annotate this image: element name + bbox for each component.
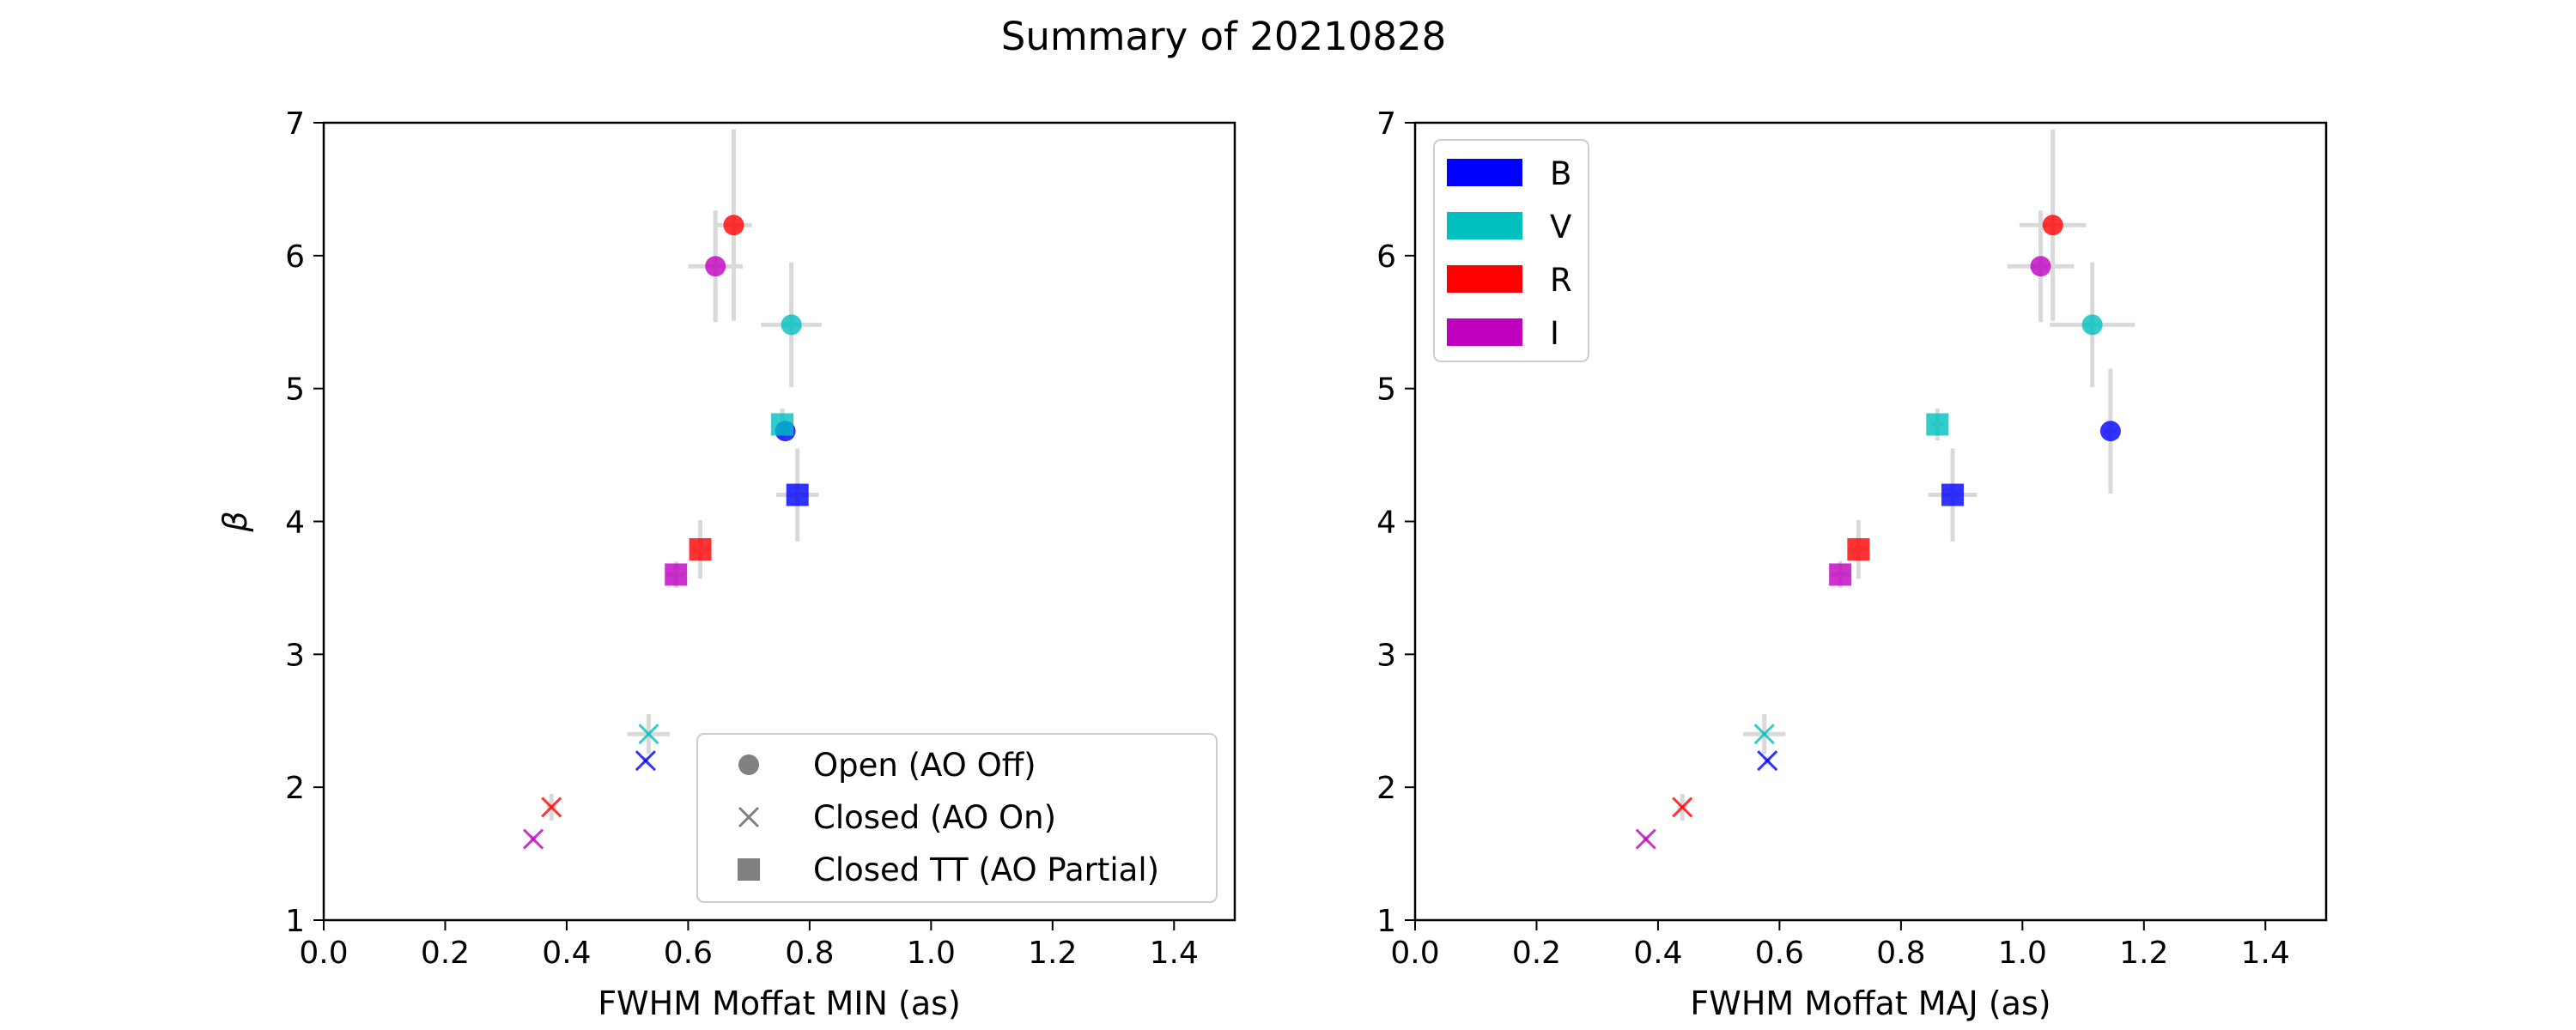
data-point-i-x [1635, 828, 1656, 850]
data-point-b-x-stroke-b [635, 750, 656, 772]
legend-marker-x [738, 806, 760, 828]
legend-label: I [1550, 315, 1559, 352]
legend-label: Closed TT (AO Partial) [813, 851, 1159, 888]
data-point-v-x [1753, 724, 1775, 745]
y-tick-label: 2 [285, 771, 305, 806]
legend: Open (AO Off) Closed (AO On) Closed TT (AO… [696, 733, 1218, 903]
y-tick-label: 3 [285, 638, 305, 673]
data-point-i-x [522, 828, 544, 850]
x-tick-label: 0.0 [1390, 936, 1439, 971]
data-point-r-x [541, 797, 562, 818]
panels: 0.0 0.2 0.4 0.6 0.8 1.0 1.2 1.4 1 2 3 4 5 6 7 FWHM Moff… [216, 106, 2328, 1022]
legend-swatch-v [1447, 212, 1522, 239]
data-point-i-x-stroke-b [522, 828, 544, 850]
data-point-i-square [1829, 563, 1852, 586]
y-tick-label: 7 [285, 106, 305, 142]
data-point-v-circle [781, 314, 802, 336]
data-point-b-x [635, 750, 656, 772]
legend-swatch-b [1447, 159, 1522, 186]
data-point-r-x [1672, 797, 1693, 818]
legend-swatch-i [1447, 318, 1522, 346]
legend-marker-circle [738, 754, 759, 775]
data-point-v-x-stroke-b [1753, 724, 1775, 745]
data-point-v-square [1926, 413, 1949, 436]
x-tick-label: 1.4 [1150, 936, 1199, 971]
x-tick-label: 0.6 [664, 936, 713, 971]
y-tick-label: 2 [1376, 771, 1396, 806]
x-tick-label: 0.2 [1512, 936, 1561, 971]
data-point-i-circle [705, 256, 726, 277]
data-point-r-x-stroke-b [541, 797, 562, 818]
data-point-i-circle [2030, 256, 2051, 277]
y-tick-label: 1 [1376, 904, 1396, 939]
x-tick-label: 0.8 [785, 936, 834, 971]
legend-label: V [1550, 209, 1571, 245]
x-axis-label: FWHM Moffat MIN (as) [598, 985, 961, 1022]
data-point-b-square [786, 483, 809, 506]
x-tick-label: 0.4 [1633, 936, 1682, 971]
data-point-i-x-stroke-b [1635, 828, 1656, 850]
data-point-r-square [689, 538, 712, 561]
data-point-v-square [771, 413, 794, 436]
x-tick-label: 0.2 [421, 936, 470, 971]
legend-marker-square [738, 858, 760, 881]
x-tick-label: 0.0 [299, 936, 348, 971]
data-point-v-circle [2081, 314, 2103, 336]
y-tick-label: 7 [1376, 106, 1396, 142]
y-axis-label: β [216, 511, 254, 532]
legend-label: Closed (AO On) [813, 799, 1056, 836]
data-point-b-circle [2099, 421, 2121, 442]
data-point-v-x [638, 724, 659, 745]
plot-frame [322, 121, 1236, 922]
legend-swatch-r [1447, 265, 1522, 293]
y-tick-label: 6 [1376, 239, 1396, 275]
data-point-r-circle [723, 215, 744, 236]
chart-panel-1: 0.0 0.2 0.4 0.6 0.8 1.0 1.2 1.4 1 2 3 4 5 6 7 FWHM Moff… [216, 106, 1236, 1022]
data-point-r-square [1847, 538, 1870, 561]
legend-box [1433, 139, 1589, 362]
legend-marker-x-stroke-b [738, 806, 760, 828]
y-tick-label: 3 [1376, 638, 1396, 673]
legend-label: B [1550, 155, 1571, 192]
legend-label: Open (AO Off) [813, 747, 1036, 784]
y-tick-label: 1 [285, 904, 305, 939]
data-point-b-x-stroke-b [1757, 750, 1778, 772]
y-tick-label: 4 [285, 506, 305, 541]
x-tick-label: 1.0 [907, 936, 956, 971]
data-point-b-x [1757, 750, 1778, 772]
y-tick-label: 5 [285, 373, 305, 408]
data-point-r-x-stroke-b [1672, 797, 1693, 818]
x-tick-label: 0.6 [1755, 936, 1804, 971]
x-tick-label: 0.8 [1876, 936, 1925, 971]
x-tick-label: 1.2 [2119, 936, 2168, 971]
x-tick-label: 1.2 [1028, 936, 1077, 971]
data-point-i-square [665, 563, 688, 586]
data-point-r-circle [2042, 215, 2063, 236]
y-tick-label: 4 [1376, 506, 1396, 541]
y-tick-label: 5 [1376, 373, 1396, 408]
y-tick-label: 6 [285, 239, 305, 275]
plot-frame [1413, 121, 2328, 922]
data-point-b-square [1941, 483, 1964, 506]
figure-title: Summary of 20210828 [1001, 14, 1447, 59]
x-axis-label: FWHM Moffat MAJ (as) [1690, 985, 2050, 1022]
x-tick-label: 1.0 [1998, 936, 2047, 971]
x-tick-label: 1.4 [2241, 936, 2290, 971]
chart-panel-2: 0.0 0.2 0.4 0.6 0.8 1.0 1.2 1.4 1 2 3 4 5 6 7 FWHM Moff… [1376, 106, 2328, 1022]
legend-label: R [1550, 262, 1572, 299]
x-tick-label: 0.4 [542, 936, 591, 971]
legend-box [696, 733, 1218, 903]
data-point-v-x-stroke-b [638, 724, 659, 745]
